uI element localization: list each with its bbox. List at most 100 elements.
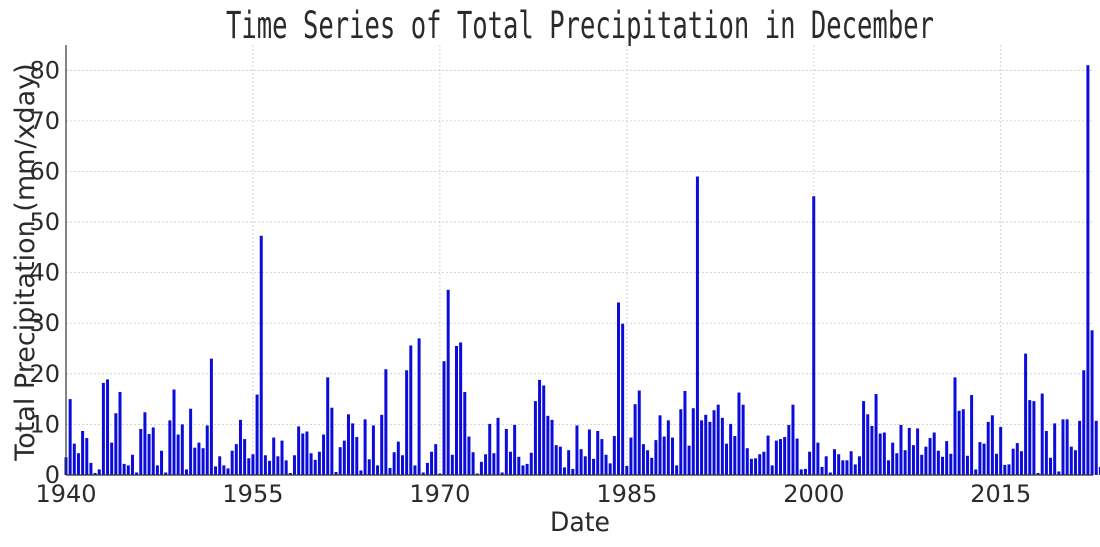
precipitation-bar bbox=[118, 392, 122, 475]
precipitation-bar bbox=[106, 379, 110, 475]
precipitation-bar bbox=[725, 443, 728, 475]
precipitation-bar bbox=[450, 454, 454, 475]
precipitation-bar bbox=[812, 196, 816, 475]
precipitation-bar bbox=[924, 446, 928, 475]
precipitation-bar bbox=[1053, 423, 1057, 475]
precipitation-bar bbox=[874, 394, 878, 475]
precipitation-bar bbox=[338, 447, 342, 475]
precipitation-bar bbox=[617, 302, 620, 475]
precipitation-bar bbox=[367, 459, 371, 475]
precipitation-bar bbox=[209, 358, 213, 475]
precipitation-bar bbox=[774, 440, 778, 475]
precipitation-bar bbox=[567, 450, 571, 475]
precipitation-bar bbox=[184, 469, 188, 475]
precipitation-bar bbox=[259, 235, 263, 475]
precipitation-bar bbox=[525, 463, 529, 475]
precipitation-bar bbox=[89, 462, 93, 475]
precipitation-bar bbox=[637, 390, 641, 475]
precipitation-bar bbox=[654, 440, 658, 475]
precipitation-bar bbox=[292, 455, 296, 475]
precipitation-bar bbox=[995, 453, 999, 475]
precipitation-bar bbox=[380, 414, 384, 475]
precipitation-bar bbox=[712, 410, 716, 475]
x-tick-label: 2015 bbox=[970, 480, 1031, 508]
precipitation-bar bbox=[68, 399, 72, 475]
precipitation-bar bbox=[334, 471, 338, 475]
precipitation-bar bbox=[405, 370, 409, 475]
precipitation-bar bbox=[284, 460, 288, 475]
precipitation-bar bbox=[346, 414, 350, 475]
precipitation-bar bbox=[791, 404, 795, 475]
precipitation-bar bbox=[255, 394, 259, 475]
precipitation-bar bbox=[870, 425, 874, 475]
precipitation-bar bbox=[1049, 457, 1053, 475]
precipitation-bar bbox=[388, 467, 392, 475]
precipitation-bar bbox=[376, 465, 380, 475]
precipitation-bar bbox=[758, 454, 762, 475]
precipitation-bar bbox=[795, 438, 799, 475]
precipitation-bar bbox=[671, 437, 674, 475]
precipitation-bar bbox=[1094, 420, 1098, 475]
precipitation-bar bbox=[704, 414, 708, 475]
precipitation-bar bbox=[326, 377, 330, 475]
precipitation-bar bbox=[978, 442, 982, 475]
precipitation-bar bbox=[833, 449, 837, 475]
precipitation-bar bbox=[247, 458, 251, 475]
precipitation-bar bbox=[126, 465, 130, 475]
precipitation-bar bbox=[700, 420, 704, 475]
precipitation-bar bbox=[941, 456, 945, 475]
precipitation-bar bbox=[342, 440, 346, 475]
y-tick-label: 10 bbox=[29, 410, 60, 438]
precipitation-bar bbox=[662, 436, 666, 475]
precipitation-bar bbox=[384, 369, 388, 475]
precipitation-bar bbox=[93, 472, 97, 475]
precipitation-bar bbox=[155, 465, 159, 475]
precipitation-bar bbox=[355, 437, 359, 475]
precipitation-bar bbox=[1082, 370, 1086, 475]
precipitation-bar bbox=[1011, 448, 1015, 475]
precipitation-bar bbox=[151, 427, 155, 475]
precipitation-bar bbox=[866, 414, 870, 475]
precipitation-bar bbox=[529, 452, 533, 475]
precipitation-bar bbox=[849, 451, 853, 475]
precipitation-bar bbox=[970, 395, 974, 475]
precipitation-bar bbox=[708, 421, 712, 475]
precipitation-bar bbox=[1098, 466, 1100, 475]
precipitation-bar bbox=[683, 391, 687, 475]
precipitation-bar bbox=[205, 425, 209, 475]
precipitation-bar bbox=[911, 445, 915, 475]
precipitation-bar bbox=[1032, 401, 1036, 475]
precipitation-bar bbox=[467, 436, 471, 475]
precipitation-bar bbox=[488, 423, 492, 475]
precipitation-bar bbox=[625, 465, 629, 475]
precipitation-bar bbox=[587, 429, 591, 475]
precipitation-bar bbox=[72, 443, 76, 475]
precipitation-bar bbox=[571, 468, 575, 475]
precipitation-bar bbox=[1024, 353, 1028, 475]
precipitation-bar bbox=[218, 456, 222, 475]
precipitation-bar bbox=[691, 408, 695, 475]
precipitation-bar bbox=[359, 470, 363, 475]
precipitation-bar bbox=[392, 452, 396, 475]
precipitation-bar bbox=[928, 438, 932, 475]
precipitation-bar bbox=[297, 426, 301, 475]
precipitation-bar bbox=[442, 361, 446, 475]
precipitation-bar bbox=[845, 460, 849, 475]
precipitation-bar bbox=[562, 467, 566, 475]
precipitation-bar bbox=[454, 346, 458, 475]
precipitation-bar bbox=[550, 419, 554, 475]
precipitation-bar bbox=[945, 441, 949, 475]
precipitation-bar bbox=[180, 424, 184, 475]
precipitation-bar bbox=[1003, 464, 1007, 475]
precipitation-bar bbox=[301, 433, 305, 475]
precipitation-bar bbox=[837, 454, 841, 475]
precipitation-bar bbox=[932, 432, 936, 475]
precipitation-bar bbox=[542, 385, 546, 475]
precipitation-bar bbox=[579, 449, 583, 475]
precipitation-bar bbox=[521, 465, 525, 475]
precipitation-bar bbox=[666, 420, 670, 475]
precipitation-bar bbox=[280, 440, 284, 475]
precipitation-bar bbox=[779, 439, 783, 475]
precipitation-bar bbox=[641, 444, 645, 475]
